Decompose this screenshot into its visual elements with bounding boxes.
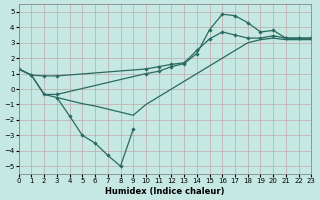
X-axis label: Humidex (Indice chaleur): Humidex (Indice chaleur) xyxy=(105,187,225,196)
